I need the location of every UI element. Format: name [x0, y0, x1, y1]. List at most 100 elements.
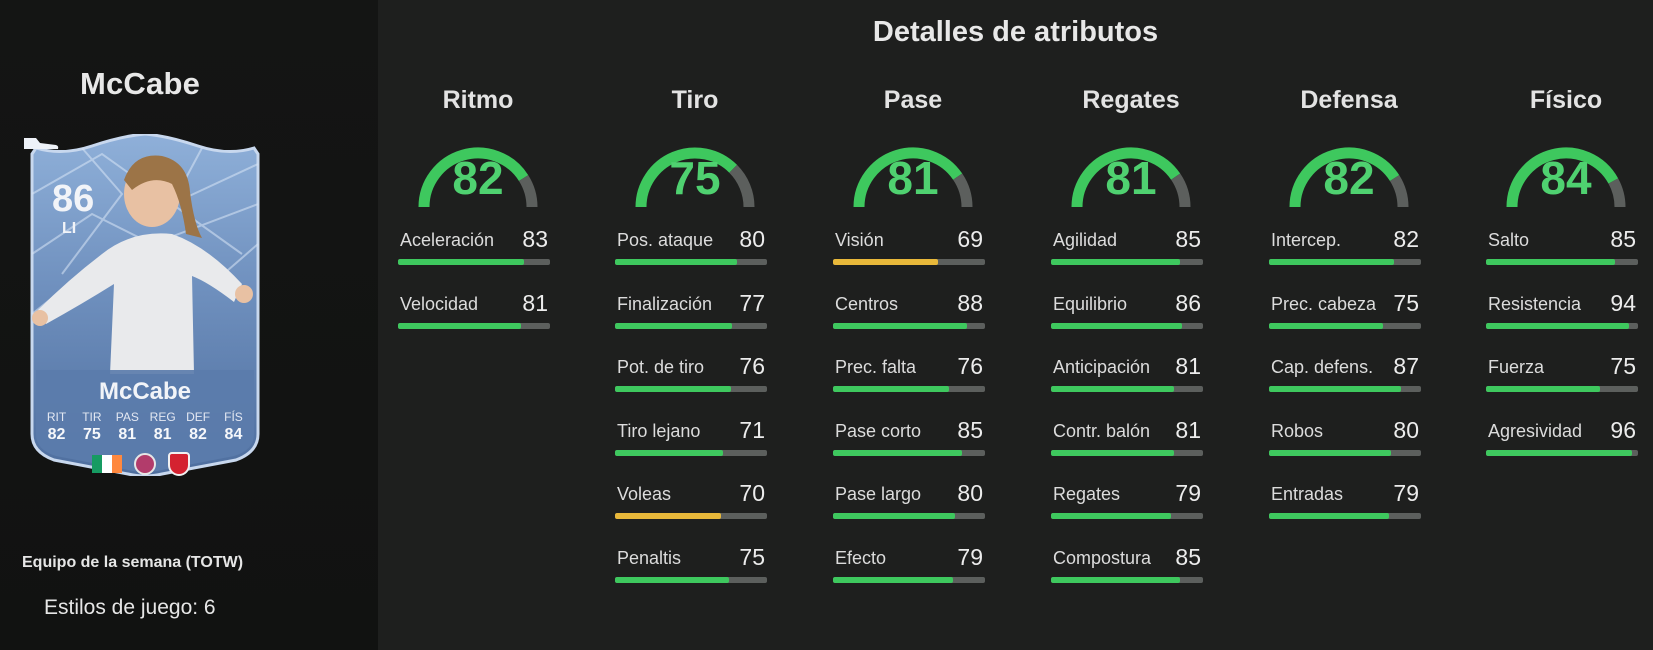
category-tiro: Tiro 75 Pos. ataque 80 Finalización 77 Pot. …	[615, 86, 775, 583]
attribute-bar	[1269, 259, 1421, 265]
card-badges	[92, 452, 190, 476]
attribute-bar	[833, 576, 985, 583]
category-value: 81	[1105, 152, 1157, 204]
attribute-row: Intercep. 82	[1269, 226, 1429, 270]
card-stat-value: 84	[224, 426, 243, 443]
gauge-track	[518, 175, 538, 208]
attribute-bar	[1486, 386, 1638, 392]
attribute-bar-fill	[1269, 386, 1402, 392]
card-stat-value: 81	[118, 426, 137, 443]
category-value: 75	[669, 152, 721, 204]
category-pase: Pase 81 Visión 69 Centros 88 Prec. falta 76 Pa…	[833, 86, 993, 583]
play-styles-count: Estilos de juego: 6	[44, 596, 216, 619]
attribute-label: Pase largo	[835, 484, 922, 504]
gauge-arc	[1071, 147, 1191, 208]
attribute-value: 80	[739, 226, 765, 252]
attribute-bar-fill	[1269, 322, 1383, 329]
flag-stripe	[92, 455, 102, 473]
attribute-bar-fill	[615, 449, 723, 456]
attribute-bar-fill	[833, 259, 938, 265]
category-title: Tiro	[671, 86, 719, 114]
card-stat-label: DEF	[186, 410, 211, 424]
gauge-fill	[1506, 147, 1619, 208]
attribute-bar	[1051, 322, 1203, 329]
attribute-bar-fill	[1486, 259, 1616, 265]
attribute-bar	[833, 259, 985, 265]
attribute-bar-fill	[1269, 449, 1391, 456]
attribute-bar-fill	[833, 513, 955, 519]
attribute-value: 81	[1175, 353, 1201, 379]
gauge-fill	[853, 147, 963, 208]
attribute-row: Compostura 85	[1051, 544, 1211, 588]
league-badge-icon	[134, 453, 156, 475]
card-stat-fis: FÍS 84	[217, 410, 250, 444]
card-stats: RIT 82 TIR 75 PAS 81 REG 81 DEF 82 FÍS 8…	[40, 410, 250, 444]
attribute-row: Prec. cabeza 75	[1269, 290, 1429, 334]
attribute-value: 71	[739, 416, 765, 443]
attribute-value: 79	[1175, 480, 1201, 506]
attribute-row: Visión 69	[833, 226, 993, 270]
attribute-value: 81	[1175, 416, 1201, 443]
attribute-label: Finalización	[617, 293, 713, 314]
gauge-arc	[853, 147, 973, 208]
category-gauge: 81	[1051, 125, 1211, 225]
attribute-value: 81	[522, 289, 548, 316]
attribute-value: 75	[1393, 289, 1419, 316]
attribute-bar	[1486, 259, 1638, 265]
attribute-row: Velocidad 81	[398, 290, 558, 334]
card-position: LI	[62, 220, 77, 237]
boot-icon	[24, 138, 59, 149]
club-crest-icon	[168, 452, 190, 476]
attribute-label: Tiro lejano	[617, 420, 701, 441]
attribute-label: Anticipación	[1053, 357, 1151, 377]
attribute-bar	[1486, 322, 1638, 329]
attribute-row: Resistencia 94	[1486, 290, 1646, 334]
attribute-bar-fill	[1486, 322, 1629, 329]
attribute-row: Finalización 77	[615, 290, 775, 334]
category-defensa: Defensa 82 Intercep. 82 Prec. cabeza 75 Cap.…	[1269, 86, 1429, 519]
card-stat-label: REG	[149, 410, 176, 424]
attribute-bar	[1269, 322, 1421, 329]
attribute-bar-fill	[615, 259, 737, 265]
attribute-label: Robos	[1271, 420, 1324, 441]
card-stat-value: 75	[82, 426, 101, 443]
attribute-label: Fuerza	[1488, 357, 1545, 377]
attribute-bar	[833, 513, 985, 519]
category-regates: Regates 81 Agilidad 85 Equilibrio 86 Anticip…	[1051, 86, 1211, 583]
player-card[interactable]: 86 LI McCabe RIT 82 TIR 75 PAS 81 REG 81	[22, 134, 268, 476]
attribute-bar	[615, 513, 767, 519]
attribute-bar-fill	[1051, 322, 1182, 329]
attribute-value: 77	[739, 289, 765, 316]
attribute-bar	[1486, 449, 1638, 456]
category-gauge: 81	[833, 125, 993, 225]
attribute-label: Intercep.	[1271, 230, 1342, 250]
card-stat-pas: PAS 81	[111, 410, 144, 444]
attribute-value: 86	[1175, 289, 1201, 316]
category-title: Físico	[1529, 86, 1603, 114]
attribute-label: Resistencia	[1488, 293, 1582, 314]
attribute-bar-fill	[1269, 513, 1390, 519]
attribute-row: Efecto 79	[833, 544, 993, 588]
attribute-row: Agilidad 85	[1051, 226, 1211, 270]
attribute-bar	[833, 322, 985, 329]
attribute-bar-fill	[1486, 449, 1632, 456]
attribute-bar-fill	[1486, 386, 1600, 392]
attribute-value: 94	[1610, 289, 1636, 316]
gauge-track	[1389, 175, 1409, 208]
attribute-row: Pase corto 85	[833, 417, 993, 461]
attribute-bar	[833, 449, 985, 456]
attribute-row: Cap. defens. 87	[1269, 353, 1429, 397]
card-player-name: McCabe	[98, 378, 192, 405]
attribute-bar	[833, 386, 985, 392]
attribute-row: Regates 79	[1051, 480, 1211, 524]
attribute-label: Pot. de tiro	[617, 357, 705, 377]
attribute-label: Efecto	[835, 547, 887, 568]
attribute-bar	[1269, 386, 1421, 392]
attribute-label: Contr. balón	[1053, 420, 1151, 441]
gauge-fill	[1289, 147, 1400, 208]
flag-stripe	[112, 455, 122, 473]
attribute-bar-fill	[615, 386, 731, 392]
attribute-row: Entradas 79	[1269, 480, 1429, 524]
gauge-track	[952, 173, 973, 208]
attribute-bar-fill	[1051, 513, 1172, 519]
